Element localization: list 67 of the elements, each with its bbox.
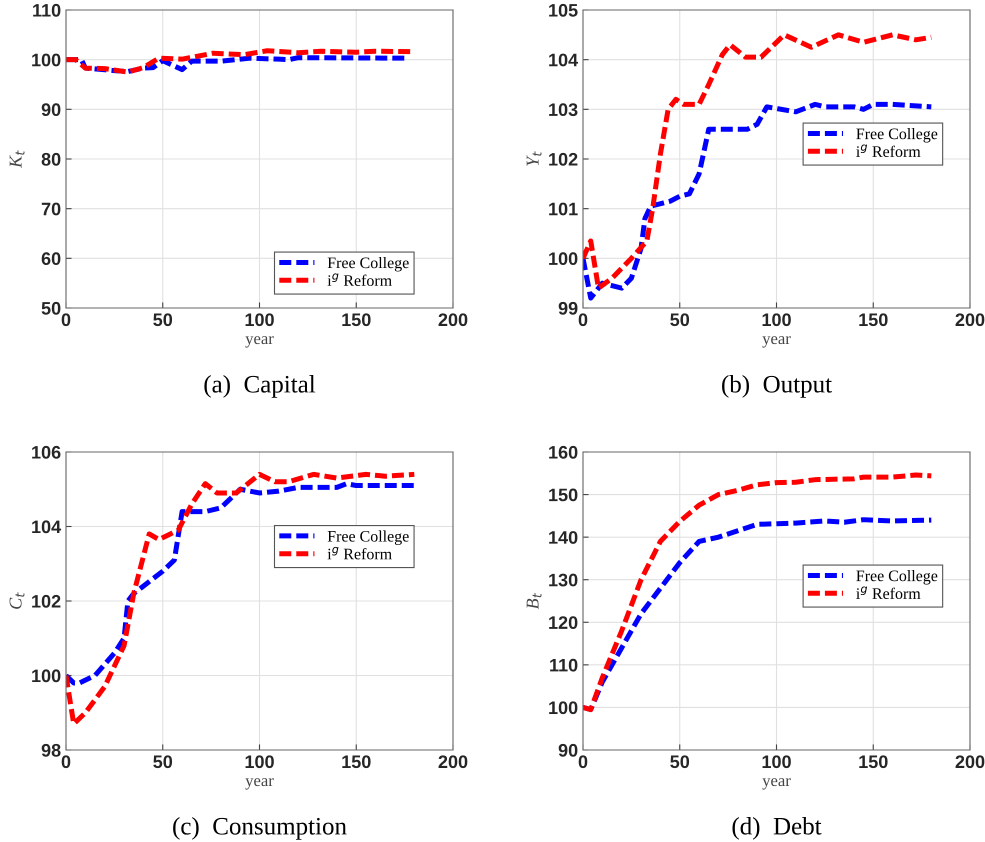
x-tick-label: 200 (438, 755, 468, 768)
y-tick-label: 90 (558, 744, 578, 757)
y-tick-label: 100 (549, 701, 578, 714)
x-tick-label: 150 (342, 313, 371, 326)
y-axis-title: K$_{t}$ (10, 150, 24, 168)
x-axis-title: year (245, 336, 274, 348)
x-tick-label: 200 (956, 313, 984, 326)
y-tick-label: 100 (32, 669, 60, 682)
x-tick-label: 150 (859, 313, 888, 326)
legend-label: i$^{g}$ Reform (856, 144, 920, 157)
y-tick-label: 102 (32, 594, 60, 608)
y-tick-label: 100 (549, 252, 578, 266)
x-tick-label: 100 (762, 755, 791, 768)
x-axis-title: year (762, 778, 791, 790)
y-axis-title: Y$_{t}$ (526, 151, 542, 166)
x-tick-label: 100 (246, 755, 274, 768)
x-tick-label: 50 (670, 313, 690, 326)
x-tick-label: 50 (153, 313, 172, 326)
x-tick-label: 0 (578, 313, 588, 326)
y-tick-label: 110 (33, 4, 60, 17)
x-tick-label: 150 (859, 755, 888, 768)
text: (b) Output (722, 375, 832, 398)
y-tick-label: 130 (549, 574, 578, 586)
y-tick-label: 80 (42, 152, 60, 166)
text: (c) Consumption (173, 817, 347, 840)
legend-label: i$^{g}$ Reform (328, 546, 392, 560)
legend-label: Free College (856, 570, 938, 585)
x-tick-label: 200 (956, 755, 984, 768)
x-axis-title: year (762, 336, 791, 348)
y-tick-label: 70 (42, 202, 60, 216)
legend-label: Free College (328, 530, 409, 545)
legend-label: Free College (856, 128, 938, 143)
y-tick-label: 99 (558, 302, 578, 315)
x-tick-label: 50 (670, 755, 690, 768)
y-tick-label: 110 (550, 658, 578, 672)
x-tick-label: 50 (153, 755, 172, 768)
x-tick-label: 0 (62, 755, 70, 768)
y-axis-title: B$_{t}$ (526, 592, 542, 610)
y-tick-label: 106 (32, 446, 60, 459)
y-tick-label: 104 (32, 520, 62, 534)
legend-label: i$^{g}$ Reform (856, 586, 920, 599)
y-tick-label: 98 (42, 744, 61, 757)
y-tick-label: 100 (32, 54, 60, 66)
y-tick-label: 105 (549, 4, 578, 17)
y-tick-label: 50 (42, 302, 60, 315)
x-tick-label: 100 (762, 313, 791, 326)
y-tick-label: 101 (549, 202, 578, 216)
x-tick-label: 200 (438, 313, 468, 326)
x-tick-label: 150 (342, 755, 371, 768)
y-tick-label: 160 (549, 446, 578, 459)
x-axis-title: year (245, 778, 274, 790)
y-axis-title: C$_{t}$ (10, 592, 24, 609)
text: (d) Debt (732, 817, 822, 840)
x-tick-label: 0 (62, 313, 70, 326)
y-tick-label: 140 (549, 531, 578, 544)
y-tick-label: 104 (549, 54, 578, 66)
y-tick-label: 150 (549, 488, 578, 502)
y-tick-label: 103 (549, 103, 578, 116)
text: (a) Capital (204, 375, 316, 398)
legend-label: Free College (328, 256, 409, 272)
x-tick-label: 0 (578, 755, 588, 768)
y-tick-label: 60 (42, 252, 60, 266)
y-tick-label: 120 (549, 616, 578, 630)
x-tick-label: 100 (246, 313, 274, 326)
legend-label: i$^{g}$ Reform (328, 273, 392, 286)
y-tick-label: 102 (549, 152, 578, 166)
y-tick-label: 90 (42, 103, 60, 116)
